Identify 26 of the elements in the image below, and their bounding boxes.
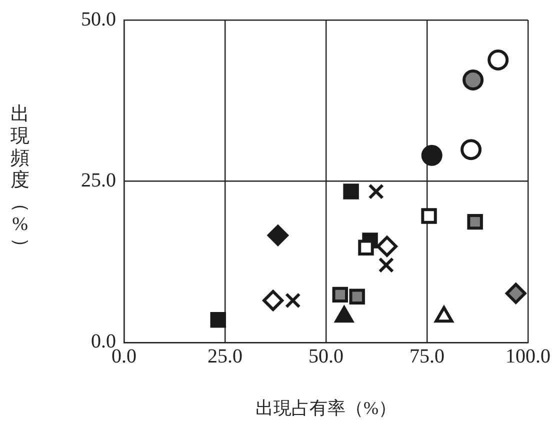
point <box>421 144 442 166</box>
x-axis-title: 出現占有率（%） <box>256 398 396 418</box>
point <box>262 290 284 311</box>
y-tick-label: 50.0 <box>81 8 116 30</box>
point <box>421 208 437 224</box>
point <box>488 49 509 70</box>
point <box>467 214 483 230</box>
point <box>267 224 288 246</box>
x-tick-label: 25.0 <box>208 346 242 368</box>
point <box>462 69 484 90</box>
x-tick-label: 50.0 <box>308 346 344 368</box>
point <box>505 282 526 304</box>
point <box>378 257 394 273</box>
point <box>343 184 359 200</box>
x-tick-label: 75.0 <box>410 346 444 368</box>
point <box>349 288 365 304</box>
point <box>376 236 398 257</box>
point <box>368 184 384 200</box>
point <box>358 240 374 256</box>
point <box>285 292 301 308</box>
y-axis-title: 出現頻度（%） <box>10 104 32 257</box>
x-tick-label: 100.0 <box>506 346 550 368</box>
point <box>210 312 226 328</box>
point <box>460 139 482 160</box>
point <box>332 286 348 303</box>
y-tick-label: 25.0 <box>81 169 116 192</box>
